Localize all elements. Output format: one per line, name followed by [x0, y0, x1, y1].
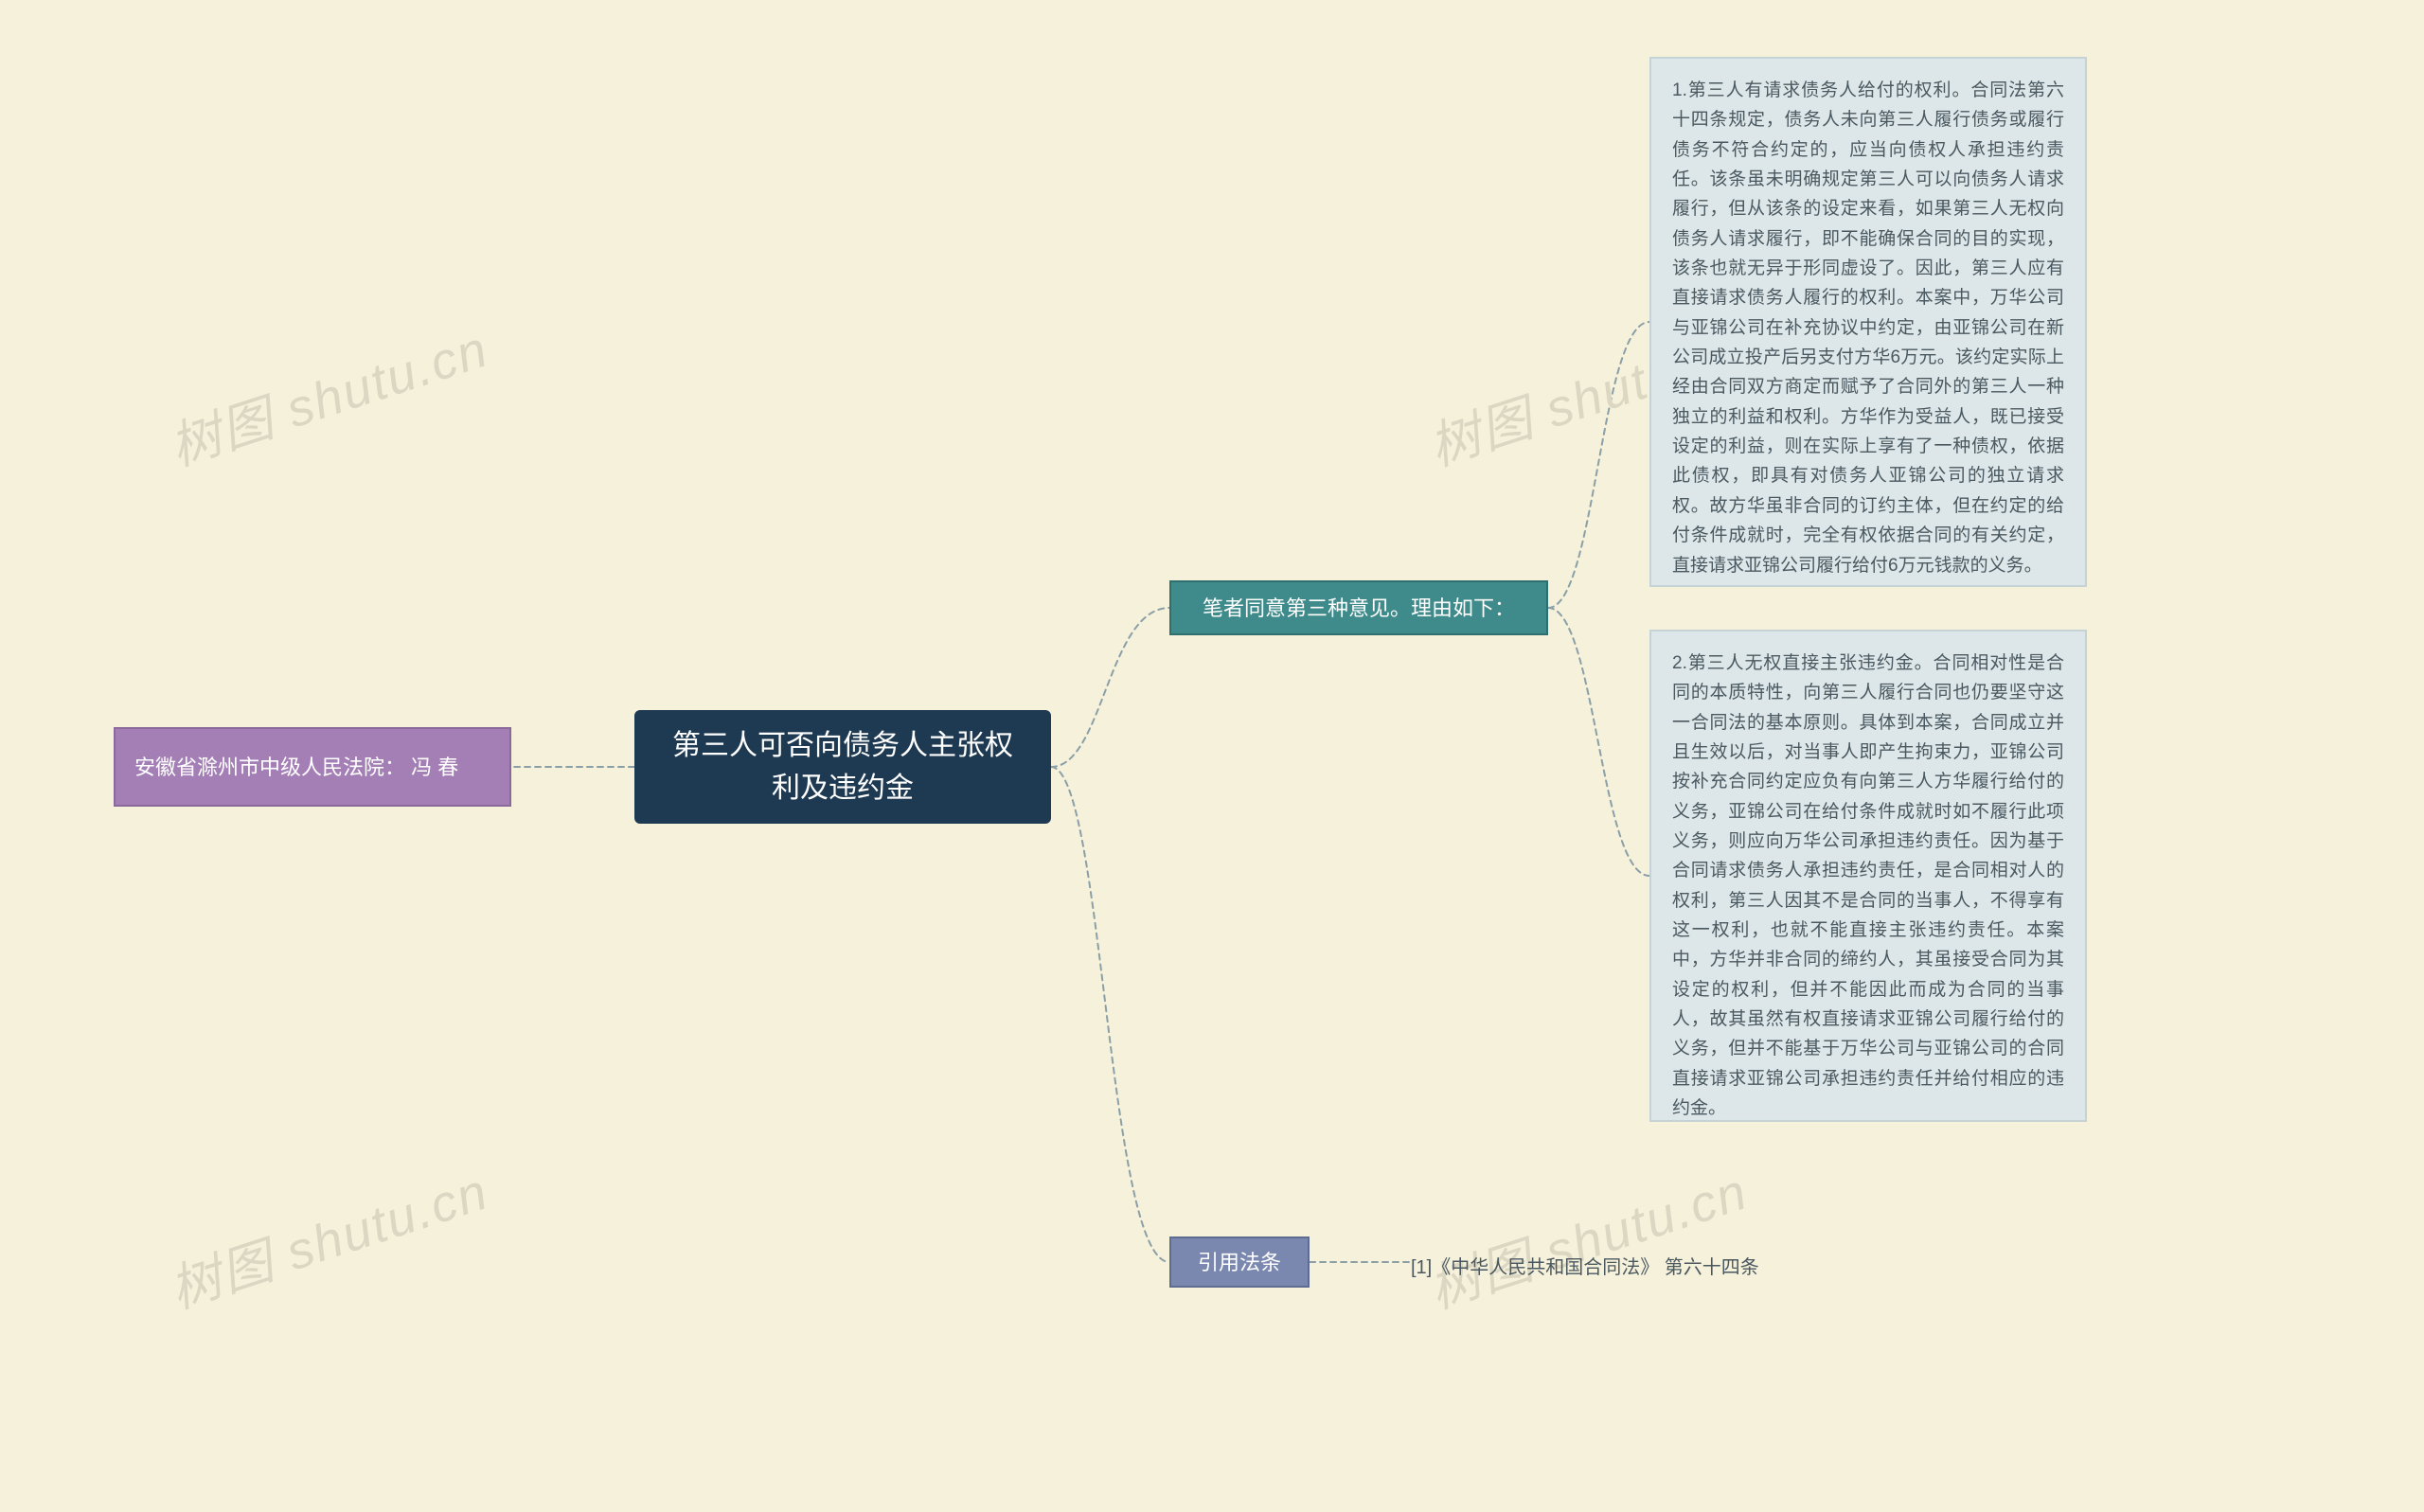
node-reason-2-text: 2.第三人无权直接主张违约金。合同相对性是合同的本质特性，向第三人履行合同也仍要…	[1672, 649, 2064, 1124]
node-law-reference[interactable]: [1]《中华人民共和国合同法》 第六十四条	[1411, 1252, 1759, 1279]
node-cite-heading-text: 引用法条	[1198, 1247, 1281, 1278]
node-reason-2[interactable]: 2.第三人无权直接主张违约金。合同相对性是合同的本质特性，向第三人履行合同也仍要…	[1649, 630, 2087, 1122]
node-reason-1-text: 1.第三人有请求债务人给付的权利。合同法第六十四条规定，债务人未向第三人履行债务…	[1672, 76, 2064, 580]
mindmap-canvas: 树图 shutu.cn树图 shutu.cn树图 shutu.cn树图 shut…	[0, 0, 2424, 1512]
node-author-court[interactable]: 安徽省滁州市中级人民法院： 冯 春	[114, 727, 511, 807]
node-root-title-text: 第三人可否向债务人主张权利及违约金	[667, 724, 1019, 809]
node-author-court-text: 安徽省滁州市中级人民法院： 冯 春	[134, 752, 458, 783]
node-opinion[interactable]: 笔者同意第三种意见。理由如下：	[1169, 580, 1548, 635]
watermark-text: 树图 shutu.cn	[159, 307, 496, 480]
node-law-reference-text: [1]《中华人民共和国合同法》 第六十四条	[1411, 1257, 1759, 1278]
node-opinion-text: 笔者同意第三种意见。理由如下：	[1203, 593, 1515, 624]
node-cite-heading[interactable]: 引用法条	[1169, 1236, 1310, 1288]
node-root-title[interactable]: 第三人可否向债务人主张权利及违约金	[634, 710, 1051, 824]
watermark-text: 树图 shutu.cn	[159, 1149, 496, 1323]
node-reason-1[interactable]: 1.第三人有请求债务人给付的权利。合同法第六十四条规定，债务人未向第三人履行债务…	[1649, 57, 2087, 587]
watermark-text: 树图 shutu.cn	[1418, 1149, 1756, 1323]
